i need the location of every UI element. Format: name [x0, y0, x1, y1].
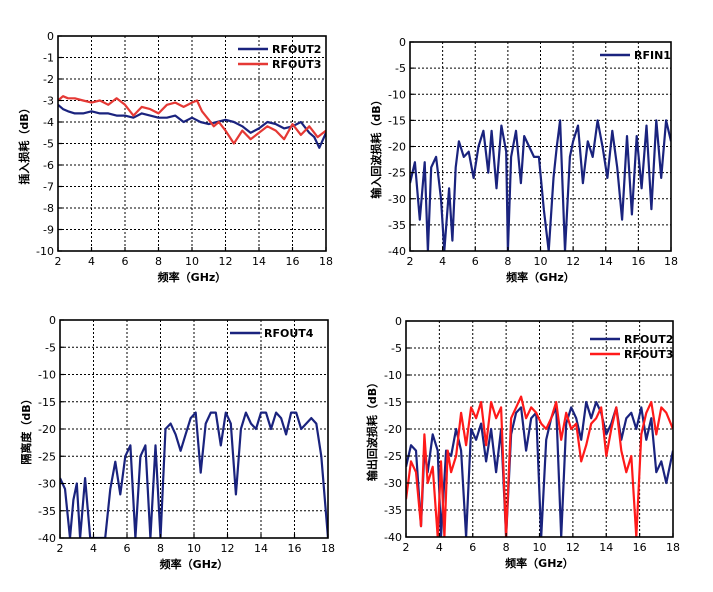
- y-tick-label: -35: [384, 504, 402, 517]
- y-tick-label: -1: [43, 52, 54, 65]
- x-tick-label: 16: [633, 541, 647, 554]
- y-axis-label: 插入损耗（dB）: [17, 102, 31, 184]
- series-line-rfin1: [410, 119, 671, 251]
- y-tick-label: -30: [388, 193, 406, 206]
- series-line-rfout3: [406, 395, 673, 537]
- x-tick-label: 6: [469, 541, 476, 554]
- y-tick-label: -40: [384, 531, 402, 544]
- x-tick-label: 2: [403, 541, 410, 554]
- x-axis-label: 频率（GHz）: [505, 556, 574, 570]
- x-tick-label: 18: [666, 541, 680, 554]
- x-tick-label: 18: [321, 542, 335, 555]
- x-tick-label: 10: [533, 541, 547, 554]
- x-tick-label: 18: [319, 255, 333, 268]
- y-tick-label: 0: [399, 36, 406, 49]
- x-tick-label: 4: [88, 255, 95, 268]
- chart-panel-2: 2 4 6 8 10 12 14 16 18 0 -5 -10 -15 -20 -25 -30 -35 -40 频率…: [369, 36, 678, 284]
- chart-panel-1: 2 4 6 8 10 12 14 16 18 0 -1 -2 -3 -4 -5 -6 -7 -8 -9 -10 频率（G…: [17, 30, 333, 284]
- x-tick-label: 14: [252, 255, 266, 268]
- y-tick-label: -25: [388, 167, 406, 180]
- y-tick-label: -35: [388, 219, 406, 232]
- y-tick-label: -40: [388, 245, 406, 258]
- x-tick-label: 6: [472, 255, 479, 268]
- x-tick-label: 6: [122, 255, 129, 268]
- y-tick-label: -20: [388, 141, 406, 154]
- y-tick-label: 0: [395, 315, 402, 328]
- x-tick-label: 10: [534, 255, 548, 268]
- x-tick-label: 16: [288, 542, 302, 555]
- y-tick-label: -7: [43, 181, 54, 194]
- y-tick-label: -10: [388, 88, 406, 101]
- y-tick-label: -5: [395, 62, 406, 75]
- x-tick-label: 2: [407, 255, 414, 268]
- y-axis-label: 输出回波损耗（dB）: [365, 377, 379, 481]
- legend-label: RFOUT4: [264, 327, 314, 340]
- y-tick-label: -20: [384, 423, 402, 436]
- x-tick-label: 4: [439, 255, 446, 268]
- y-tick-label: 0: [49, 314, 56, 327]
- y-tick-label: -10: [38, 369, 56, 382]
- x-tick-label: 8: [504, 255, 511, 268]
- legend-label: RFIN1: [634, 49, 671, 62]
- x-tick-label: 16: [286, 255, 300, 268]
- x-tick-label: 8: [157, 542, 164, 555]
- series-line-rfout4: [60, 411, 328, 538]
- chart-panel-4: 2 4 6 8 10 12 14 16 18 0 -5 -10 -15 -20 -25 -30 -35 -40 频率…: [365, 315, 680, 570]
- x-tick-label: 12: [221, 542, 235, 555]
- y-tick-label: -40: [38, 532, 56, 545]
- x-tick-label: 4: [436, 541, 443, 554]
- legend-label: RFOUT3: [624, 348, 673, 361]
- y-axis-label: 隔离度（dB）: [19, 393, 33, 464]
- y-tick-label: 0: [47, 30, 54, 43]
- x-tick-label: 14: [599, 255, 613, 268]
- legend-label: RFOUT2: [272, 43, 321, 56]
- y-tick-label: -2: [43, 73, 54, 86]
- y-tick-label: -4: [43, 116, 54, 129]
- x-tick-label: 2: [55, 255, 62, 268]
- y-tick-label: -30: [384, 477, 402, 490]
- x-axis-label: 频率（GHz）: [160, 557, 229, 571]
- x-tick-label: 14: [599, 541, 613, 554]
- legend-label: RFOUT2: [624, 333, 673, 346]
- y-tick-label: -20: [38, 423, 56, 436]
- y-tick-label: -10: [384, 369, 402, 382]
- x-tick-label: 10: [187, 542, 201, 555]
- x-tick-label: 6: [124, 542, 131, 555]
- y-tick-label: -9: [43, 224, 54, 237]
- y-tick-label: -10: [36, 245, 54, 258]
- y-axis-label: 输入回波损耗（dB）: [369, 94, 383, 198]
- series-line-rfout3: [58, 95, 326, 145]
- x-tick-label: 8: [503, 541, 510, 554]
- x-tick-label: 12: [219, 255, 233, 268]
- x-axis-label: 频率（GHz）: [506, 270, 575, 284]
- y-tick-label: -15: [384, 396, 402, 409]
- x-tick-label: 14: [254, 542, 268, 555]
- y-tick-label: -25: [384, 450, 402, 463]
- series-line-rfout2: [58, 103, 326, 149]
- x-tick-label: 2: [57, 542, 64, 555]
- legend-label: RFOUT3: [272, 58, 321, 71]
- x-tick-label: 12: [566, 255, 580, 268]
- x-tick-label: 8: [155, 255, 162, 268]
- x-tick-label: 4: [90, 542, 97, 555]
- x-axis-label: 频率（GHz）: [158, 270, 227, 284]
- x-tick-label: 10: [185, 255, 199, 268]
- y-tick-label: -6: [43, 159, 54, 172]
- y-tick-label: -15: [38, 396, 56, 409]
- chart-panel-3: 2 4 6 8 10 12 14 16 18 0 -5 -10 -15 -20 -25 -30 -35 -40 频率…: [19, 314, 335, 571]
- y-tick-label: -25: [38, 450, 56, 463]
- y-tick-label: -15: [388, 114, 406, 127]
- x-tick-label: 18: [664, 255, 678, 268]
- y-tick-label: -5: [45, 341, 56, 354]
- y-tick-label: -30: [38, 478, 56, 491]
- x-tick-label: 12: [566, 541, 580, 554]
- x-tick-label: 16: [631, 255, 645, 268]
- y-tick-label: -3: [43, 95, 54, 108]
- y-tick-label: -35: [38, 505, 56, 518]
- y-tick-label: -5: [391, 342, 402, 355]
- y-tick-label: -5: [43, 138, 54, 151]
- y-tick-label: -8: [43, 202, 54, 215]
